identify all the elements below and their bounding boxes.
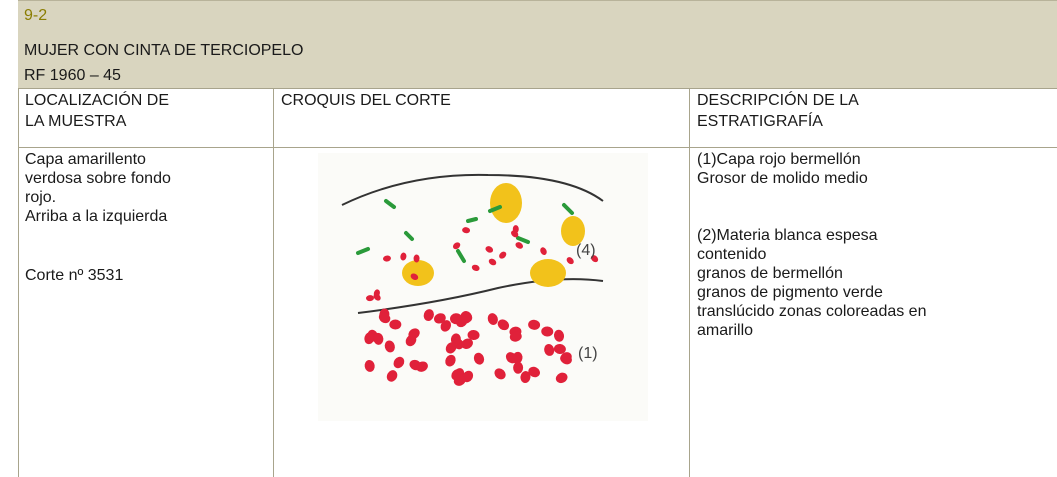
cell-text: granos de pigmento verde [697, 284, 883, 301]
cell-text: Grosor de molido medio [697, 170, 868, 187]
sketch: (4) (1) [318, 153, 648, 421]
reference: RF 1960 – 45 [24, 67, 121, 84]
sketch-label: (1) [578, 345, 598, 362]
rule [689, 88, 690, 477]
cell-text: Corte nº 3531 [25, 267, 124, 284]
column-header: CROQUIS DEL CORTE [281, 92, 451, 109]
rule [18, 147, 1057, 148]
rule [273, 88, 274, 477]
column-header: LOCALIZACIÓN DE [25, 92, 170, 109]
cell-text: Capa amarillento [25, 151, 146, 168]
column-header: DESCRIPCIÓN DE LA [697, 92, 859, 109]
cell-text: translúcido zonas coloreadas en [697, 303, 927, 320]
cell-text: contenido [697, 246, 767, 263]
cell-text: verdosa sobre fondo [25, 170, 171, 187]
title: MUJER CON CINTA DE TERCIOPELO [24, 42, 304, 59]
column-header: LA MUESTRA [25, 113, 127, 130]
column-header: ESTRATIGRAFÍA [697, 113, 823, 130]
cell-text: Arriba a la izquierda [25, 208, 168, 225]
header-band [18, 0, 1057, 89]
cell-text: (1)Capa rojo bermellón [697, 151, 861, 168]
rule [18, 88, 1057, 89]
sketch-label: (4) [576, 242, 596, 259]
code: 9-2 [24, 7, 48, 24]
cell-text: (2)Materia blanca espesa [697, 227, 878, 244]
cell-text: amarillo [697, 322, 754, 339]
cell-text: rojo. [25, 189, 57, 206]
cell-text: granos de bermellón [697, 265, 843, 282]
rule [18, 88, 19, 477]
